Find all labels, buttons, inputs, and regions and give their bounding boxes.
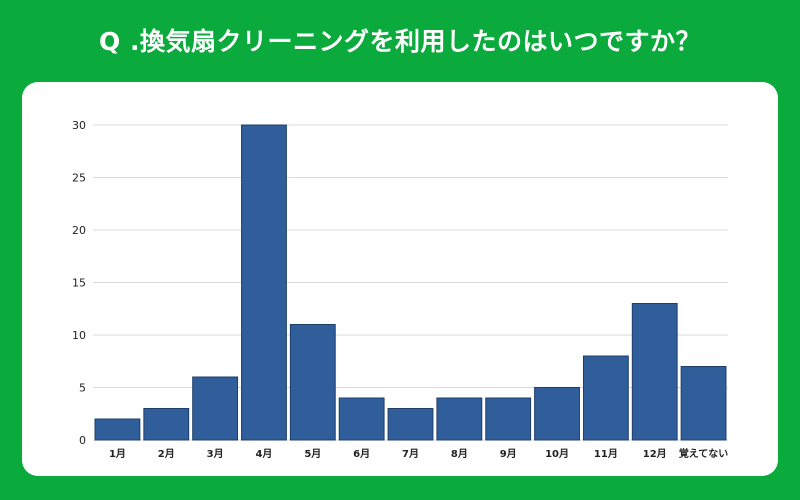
- x-tick-label: 10月: [545, 448, 569, 460]
- y-tick-label: 0: [79, 434, 86, 447]
- x-tick-label: 2月: [158, 448, 175, 460]
- bar-9: [534, 387, 580, 441]
- x-tick-label: 7月: [402, 448, 419, 460]
- bar-3: [241, 124, 287, 441]
- x-tick-label: 3月: [207, 448, 224, 460]
- y-axis-ticks: 0 5 10 15 20 25 30: [72, 119, 86, 447]
- chart-title: Q .換気扇クリーニングを利用したのはいつですか？: [99, 27, 701, 56]
- bar-6: [387, 408, 434, 441]
- bar-10: [582, 355, 629, 441]
- y-tick-label: 10: [72, 329, 86, 342]
- bar-8: [485, 397, 532, 441]
- bar-0: [94, 418, 141, 441]
- x-tick-label: 9月: [500, 448, 517, 460]
- bar-1: [143, 408, 190, 441]
- y-tick-label: 5: [79, 382, 86, 395]
- x-tick-label: 1月: [109, 448, 126, 460]
- bar-12: [680, 366, 727, 441]
- x-tick-label: 5月: [304, 448, 321, 460]
- y-tick-label: 25: [72, 172, 86, 185]
- x-tick-label: 8月: [451, 448, 468, 460]
- x-tick-label: 6月: [353, 448, 370, 460]
- bar-5: [338, 397, 385, 441]
- y-tick-label: 20: [72, 224, 86, 237]
- bar-7: [436, 397, 483, 441]
- bars: [94, 124, 727, 441]
- x-tick-label: 覚えてない: [679, 447, 729, 460]
- bar-4: [289, 324, 336, 441]
- x-tick-label: 11月: [594, 448, 618, 460]
- bar-11: [631, 303, 678, 441]
- x-axis-ticks: 1月 2月 3月 4月 5月 6月 7月 8月 9月 10月 11月 12月 覚えてない: [109, 447, 728, 460]
- x-tick-label: 4月: [255, 448, 272, 460]
- bar-2: [192, 376, 239, 441]
- x-tick-label: 12月: [643, 448, 667, 460]
- y-tick-label: 30: [72, 119, 86, 132]
- y-tick-label: 15: [72, 277, 86, 290]
